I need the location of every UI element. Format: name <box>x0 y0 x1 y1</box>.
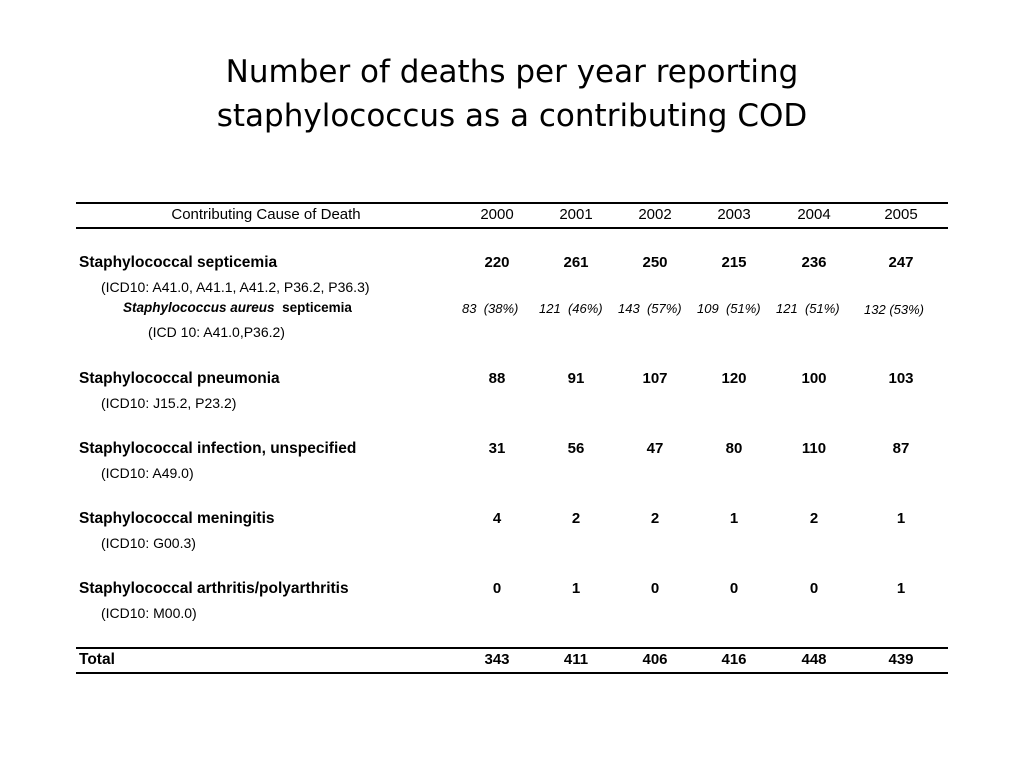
table-cell: 0 <box>492 580 502 597</box>
table-cell: 1 <box>896 510 906 527</box>
sub-cell-count: 121 <box>539 301 561 316</box>
table-cell: 91 <box>567 370 585 387</box>
cause-name: Staphylococcal pneumonia <box>79 370 280 387</box>
sub-cell-percent: (53%) <box>889 302 925 317</box>
table-bottom-rule <box>76 672 948 674</box>
icd-code: (ICD10: M00.0) <box>101 605 197 621</box>
title-line-1: Number of deaths per year reporting <box>225 54 799 90</box>
total-label: Total <box>79 651 115 668</box>
total-cell: 439 <box>888 651 914 668</box>
icd-code: (ICD10: A49.0) <box>101 465 194 481</box>
table-cell: 0 <box>809 580 819 597</box>
total-cell: 416 <box>721 651 747 668</box>
sub-cell-count: 143 <box>618 301 640 316</box>
total-cell: 411 <box>563 651 589 668</box>
total-cell: 448 <box>801 651 827 668</box>
icd-code: (ICD 10: A41.0,P36.2) <box>148 324 285 340</box>
header-year: 2001 <box>559 206 593 223</box>
table-cell: 220 <box>484 254 510 271</box>
slide-title: Number of deaths per year reporting stap… <box>0 50 1024 138</box>
sub-cell-count: 109 <box>697 301 719 316</box>
table-cell: 1 <box>729 510 739 527</box>
header-year: 2000 <box>480 206 514 223</box>
header-year: 2005 <box>884 206 918 223</box>
table-cell: 110 <box>801 440 827 457</box>
sub-cell: 83 (38%) <box>462 301 518 317</box>
cause-name: Staphylococcal meningitis <box>79 510 275 527</box>
table-cell: 100 <box>801 370 827 387</box>
header-cause-label: Contributing Cause of Death <box>171 206 361 223</box>
table-cell: 88 <box>488 370 506 387</box>
icd-code: (ICD10: G00.3) <box>101 535 196 551</box>
sub-cell-count: 132 <box>864 302 886 317</box>
icd-code: (ICD10: J15.2, P23.2) <box>101 395 237 411</box>
table-cell: 87 <box>892 440 910 457</box>
table-cell: 1 <box>571 580 581 597</box>
table-cell: 120 <box>721 370 747 387</box>
sub-cause-name-italic: Staphylococcus aureus <box>123 300 275 315</box>
header-year: 2003 <box>717 206 751 223</box>
sub-cell-percent: (57%) <box>646 301 682 316</box>
table-cell: 80 <box>725 440 743 457</box>
table-cell: 2 <box>650 510 660 527</box>
sub-cause-name-rest: septicemia <box>282 300 352 315</box>
cause-name: Staphylococcal arthritis/polyarthritis <box>79 580 349 597</box>
table-cell: 2 <box>809 510 819 527</box>
table-cell: 0 <box>729 580 739 597</box>
table-cell: 215 <box>721 254 747 271</box>
sub-cell-percent: (51%) <box>804 301 840 316</box>
table-top-rule <box>76 202 948 204</box>
table-cell: 236 <box>801 254 827 271</box>
table-cell: 1 <box>896 580 906 597</box>
sub-cell: 109 (51%) <box>697 301 761 317</box>
sub-cell-count: 121 <box>776 301 798 316</box>
table-cell: 261 <box>563 254 589 271</box>
cause-name: Staphylococcal infection, unspecified <box>79 440 357 457</box>
table-cell: 31 <box>488 440 506 457</box>
table-cell: 56 <box>567 440 585 457</box>
icd-code: (ICD10: A41.0, A41.1, A41.2, P36.2, P36.… <box>101 279 370 295</box>
table-cell: 107 <box>642 370 668 387</box>
table-cell: 247 <box>888 254 914 271</box>
sub-cell-percent: (46%) <box>567 301 603 316</box>
table-cell: 250 <box>642 254 668 271</box>
cause-name: Staphylococcal septicemia <box>79 254 278 271</box>
header-year: 2004 <box>797 206 831 223</box>
sub-cell: 121 (46%) <box>539 301 603 317</box>
sub-cell-count: 83 <box>462 301 477 316</box>
header-year: 2002 <box>638 206 672 223</box>
title-line-2: staphylococcus as a contributing COD <box>216 98 808 134</box>
sub-cell: 121 (51%) <box>776 301 840 317</box>
total-cell: 343 <box>484 651 510 668</box>
sub-cell: 143 (57%) <box>618 301 682 317</box>
total-cell: 406 <box>642 651 668 668</box>
sub-cell-percent: (38%) <box>483 301 519 316</box>
sub-cause-name: Staphylococcus aureus septicemia <box>123 300 352 316</box>
header-bottom-rule <box>76 227 948 229</box>
total-top-rule <box>76 647 948 649</box>
table-cell: 2 <box>571 510 581 527</box>
table-cell: 4 <box>492 510 502 527</box>
sub-cell: 132 (53%) <box>864 302 924 318</box>
table-cell: 47 <box>646 440 664 457</box>
sub-cell-percent: (51%) <box>725 301 761 316</box>
table-cell: 0 <box>650 580 660 597</box>
table-cell: 103 <box>888 370 914 387</box>
